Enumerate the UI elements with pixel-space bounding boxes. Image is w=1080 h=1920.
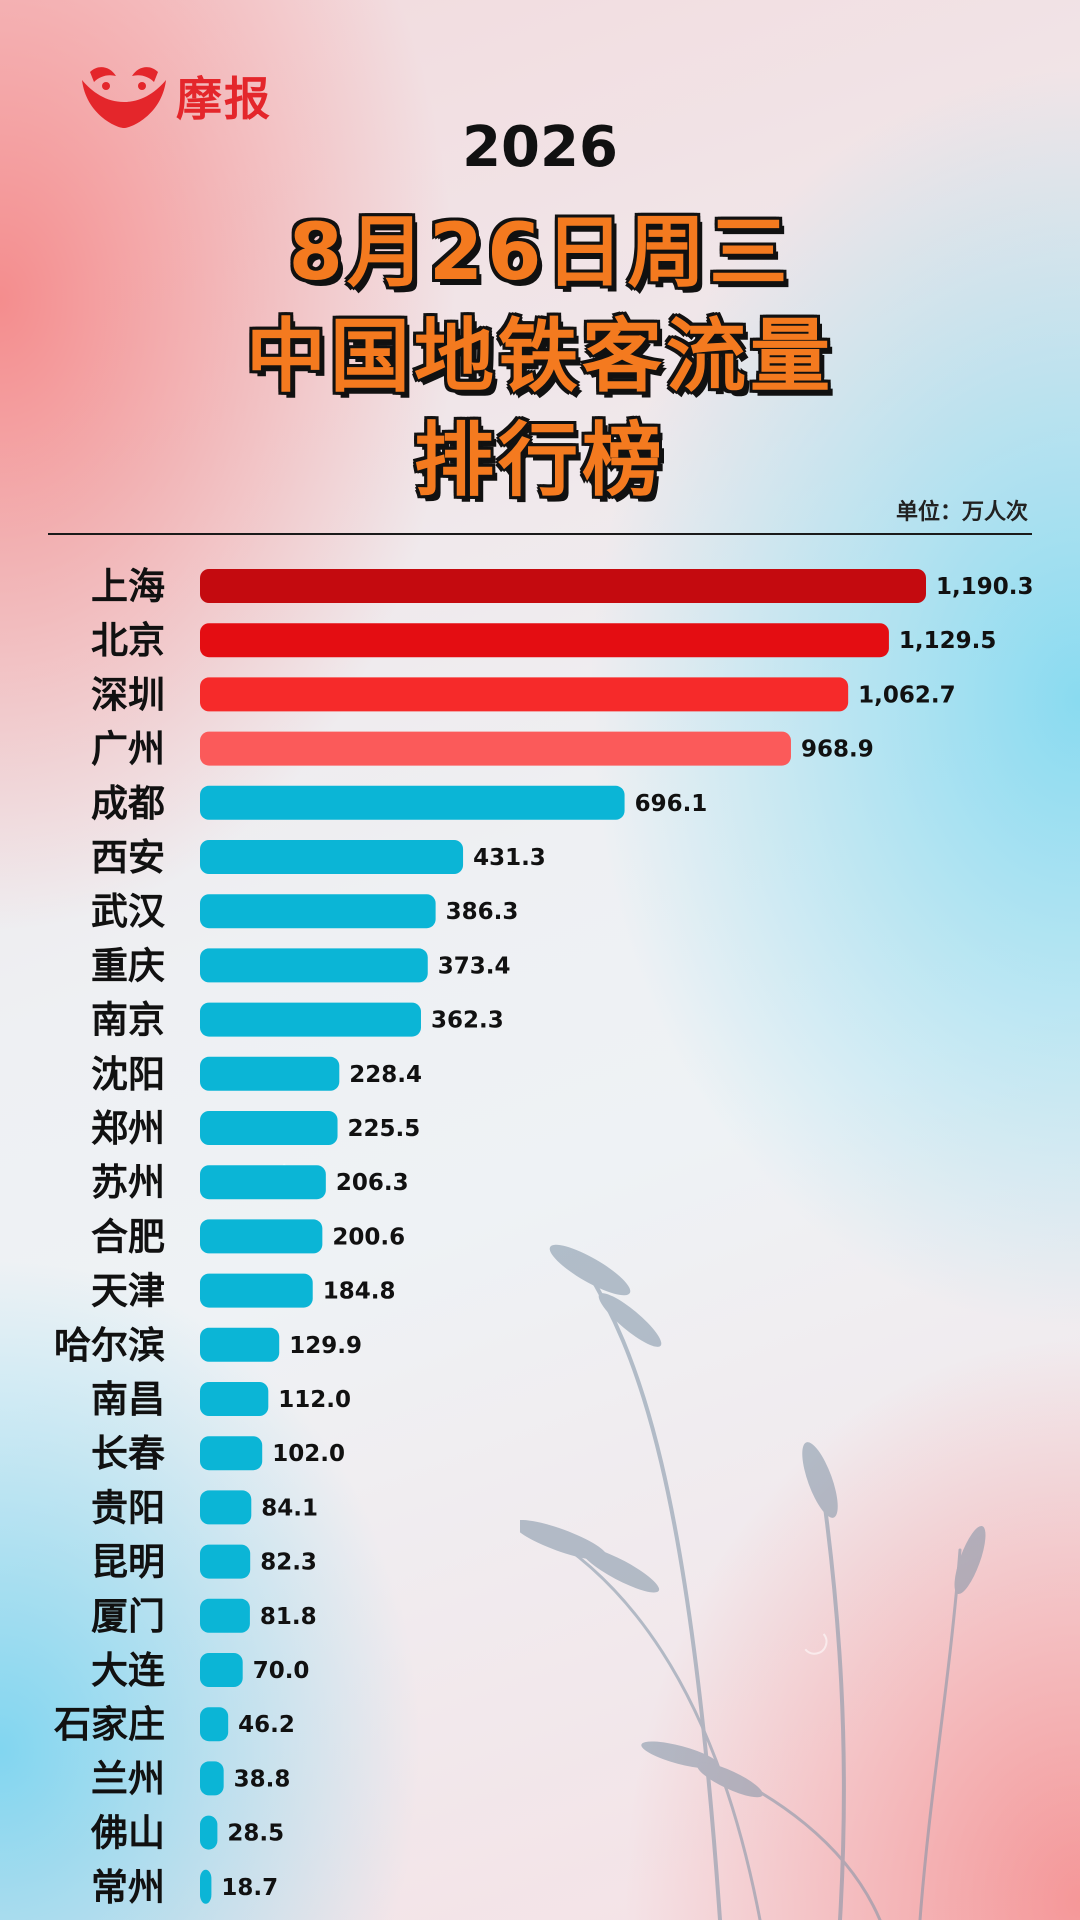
- category-label: 长春: [91, 1432, 165, 1475]
- bar: [200, 1219, 323, 1254]
- bar: [200, 677, 849, 712]
- value-label: 362.3: [431, 1008, 504, 1034]
- bird-face-logo-icon: [82, 67, 166, 128]
- category-label: 西安: [91, 836, 165, 879]
- value-label: 46.2: [238, 1712, 295, 1738]
- category-label: 厦门: [91, 1595, 165, 1638]
- bar: [200, 569, 926, 603]
- value-label: 84.1: [261, 1495, 318, 1521]
- category-label: 深圳: [91, 673, 165, 716]
- bar: [200, 785, 625, 820]
- reed-plants-decoration: [520, 1244, 986, 1920]
- bar: [200, 1869, 212, 1904]
- brand-logo: 摩报: [76, 62, 272, 130]
- value-label: 1,129.5: [899, 628, 997, 654]
- value-label: 129.9: [289, 1333, 362, 1359]
- bar: [200, 1490, 252, 1525]
- value-label: 431.3: [473, 845, 546, 871]
- value-label: 225.5: [348, 1116, 421, 1142]
- unit-label: 单位：万人次: [895, 500, 1028, 525]
- bar: [200, 1707, 229, 1742]
- category-label: 郑州: [91, 1107, 165, 1150]
- bar: [200, 1598, 250, 1633]
- category-label: 成都: [91, 782, 165, 825]
- category-label: 石家庄: [53, 1703, 165, 1746]
- bar: [200, 1327, 280, 1362]
- header-divider: [48, 533, 1032, 535]
- bar: [200, 1544, 251, 1579]
- brand-name: 摩报: [176, 72, 272, 126]
- metro-ridership-bar-chart: 上海 1,190.3 北京 1,129.5 深圳 1,062.7 广州 968.9 成都 696.…: [53, 565, 1034, 1909]
- bar: [200, 1382, 269, 1416]
- bar: [200, 1273, 313, 1308]
- title-year: 2026: [462, 115, 618, 180]
- category-label: 大连: [91, 1649, 165, 1692]
- value-label: 696.1: [635, 791, 708, 817]
- value-label: 102.0: [272, 1441, 345, 1467]
- value-label: 386.3: [446, 899, 519, 925]
- category-label: 哈尔滨: [54, 1324, 165, 1367]
- value-label: 228.4: [349, 1062, 422, 1088]
- category-label: 佛山: [90, 1812, 165, 1855]
- category-label: 北京: [91, 619, 165, 662]
- category-label: 贵阳: [91, 1486, 165, 1529]
- bar: [200, 840, 464, 874]
- title-date: 8月26日周三: [288, 208, 792, 298]
- page-subtitle: 排行榜: [414, 414, 666, 507]
- category-label: 南京: [91, 999, 165, 1042]
- bar: [200, 1056, 340, 1091]
- value-label: 1,190.3: [936, 574, 1034, 600]
- category-label: 武汉: [91, 890, 166, 933]
- bar: [200, 1815, 218, 1850]
- category-label: 重庆: [91, 944, 165, 987]
- value-label: 38.8: [234, 1766, 291, 1792]
- bar: [200, 1436, 263, 1471]
- category-label: 广州: [91, 728, 165, 771]
- value-label: 373.4: [438, 953, 511, 979]
- category-label: 南昌: [91, 1378, 165, 1421]
- category-label: 天津: [91, 1270, 165, 1313]
- bar: [200, 1002, 421, 1037]
- bar: [200, 894, 436, 929]
- bar: [200, 1761, 224, 1796]
- value-label: 1,062.7: [858, 682, 956, 708]
- value-label: 184.8: [323, 1279, 396, 1305]
- value-label: 968.9: [801, 737, 874, 763]
- category-label: 昆明: [91, 1541, 165, 1584]
- bar: [200, 948, 428, 983]
- bar: [200, 1165, 326, 1200]
- category-label: 合肥: [91, 1215, 165, 1258]
- value-label: 18.7: [221, 1875, 278, 1901]
- value-label: 112.0: [278, 1387, 351, 1413]
- value-label: 206.3: [336, 1170, 409, 1196]
- category-label: 沈阳: [91, 1053, 165, 1096]
- value-label: 28.5: [227, 1821, 284, 1847]
- category-label: 兰州: [91, 1757, 165, 1800]
- bar: [200, 1111, 338, 1145]
- value-label: 200.6: [332, 1224, 405, 1250]
- bar: [200, 623, 889, 658]
- bar: [200, 731, 791, 766]
- value-label: 81.8: [260, 1604, 317, 1630]
- value-label: 82.3: [260, 1550, 317, 1576]
- page-title: 中国地铁客流量: [246, 310, 834, 403]
- category-label: 苏州: [91, 1161, 165, 1204]
- bar: [200, 1653, 243, 1687]
- category-label: 常州: [91, 1866, 165, 1909]
- value-label: 70.0: [253, 1658, 310, 1684]
- category-label: 上海: [91, 565, 165, 608]
